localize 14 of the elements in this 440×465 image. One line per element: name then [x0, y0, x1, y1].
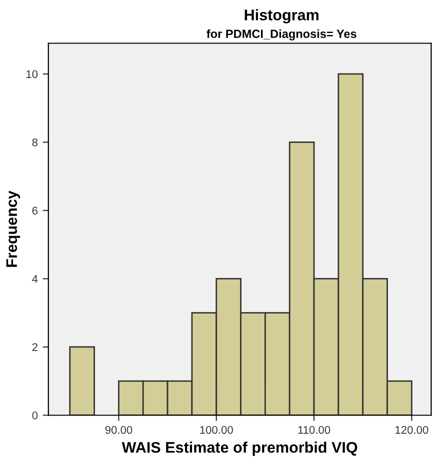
- x-tick-label: 90.00: [105, 426, 132, 434]
- x-axis-title: WAIS Estimate of premorbid VIQ: [122, 442, 358, 456]
- x-tick-label: 110.00: [298, 426, 330, 434]
- y-axis-title: Frequency: [6, 190, 20, 267]
- chart-title: Histogram: [244, 9, 318, 24]
- x-tick-label: 100.00: [200, 426, 233, 434]
- y-tick-label: 4: [32, 275, 38, 283]
- y-tick-label: 8: [32, 138, 38, 146]
- y-tick-label: 0: [32, 412, 38, 420]
- y-tick-label: 6: [32, 206, 38, 215]
- x-tick-label: 120.00: [396, 426, 428, 434]
- y-tick-label: 10: [26, 70, 38, 78]
- chart-subtitle: for PDMCI_Diagnosis= Yes: [206, 29, 356, 40]
- y-tick-label: 2: [32, 343, 38, 352]
